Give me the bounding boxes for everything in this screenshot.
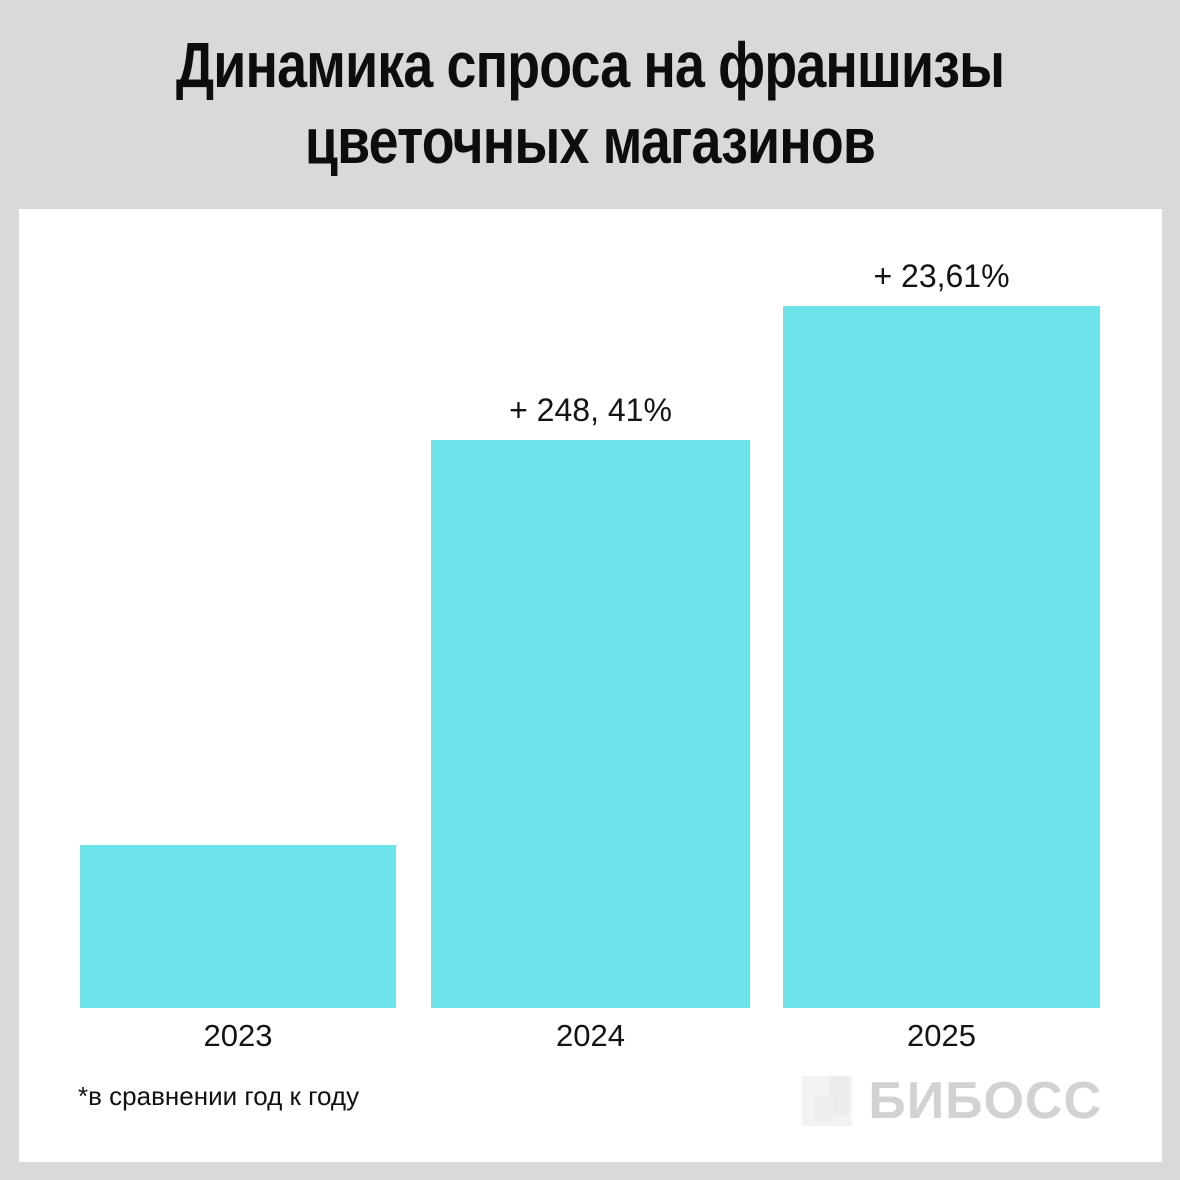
plot-area: 2023 + 248, 41% 2024 + 23,61% 2025: [19, 209, 1162, 1162]
biboss-logo-text: БИБОСС: [868, 1072, 1102, 1130]
x-axis-label-2024: 2024: [556, 1018, 625, 1053]
biboss-logo: БИБОСС: [802, 1075, 1102, 1127]
chart-title: Динамика спроса на франшизы цветочных ма…: [94, 28, 1085, 179]
chart-title-line-2: цветочных магазинов: [304, 104, 876, 177]
logo-icon-square: [814, 1096, 834, 1122]
x-axis-label-2023: 2023: [203, 1018, 273, 1053]
bar-2024: [431, 440, 750, 1008]
bar-value-label-2025: + 23,61%: [873, 258, 1010, 294]
footnote: *в сравнении год к году: [78, 1081, 360, 1111]
chart-title-line-1: Динамика спроса на франшизы: [175, 29, 1005, 101]
bar-2023: [80, 845, 396, 1008]
bar-value-label-2024: + 248, 41%: [509, 392, 672, 428]
biboss-logo-icon: [802, 1076, 853, 1126]
chart-panel: 2023 + 248, 41% 2024 + 23,61% 2025 *в сравне…: [19, 209, 1162, 1162]
bar-2025: [783, 306, 1100, 1008]
x-axis-label-2025: 2025: [907, 1018, 976, 1053]
logo-icon-band: [829, 1076, 849, 1115]
